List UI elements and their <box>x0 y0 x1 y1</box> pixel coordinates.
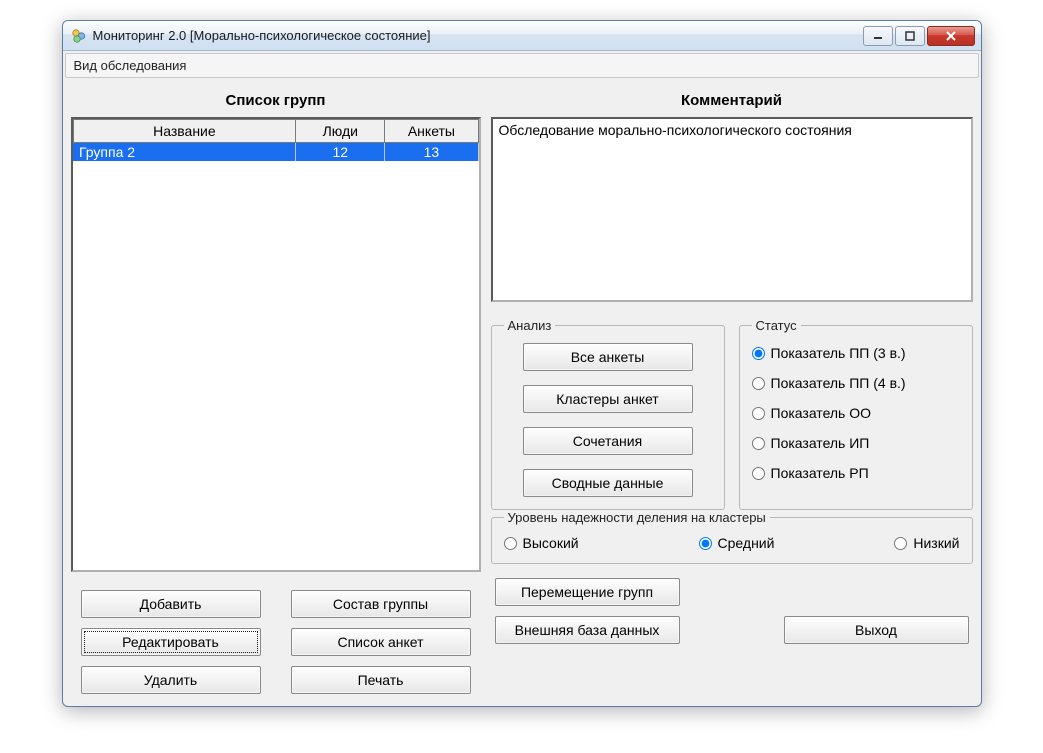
table-cell: 12 <box>296 143 385 162</box>
close-button[interactable] <box>927 26 975 46</box>
survey-list-button[interactable]: Список анкет <box>291 628 471 656</box>
status-option[interactable]: Показатель ИП <box>752 435 960 451</box>
combinations-button[interactable]: Сочетания <box>523 427 693 455</box>
status-option[interactable]: Показатель ПП (3 в.) <box>752 345 960 361</box>
edit-button[interactable]: Редактировать <box>81 628 261 656</box>
reliability-label: Высокий <box>523 535 579 551</box>
reliability-legend: Уровень надежности деления на кластеры <box>504 510 770 525</box>
print-button[interactable]: Печать <box>291 666 471 694</box>
status-label: Показатель ПП (3 в.) <box>771 345 906 361</box>
status-label: Показатель ОО <box>771 405 872 421</box>
table-cell: Группа 2 <box>73 143 296 162</box>
close-icon <box>945 31 957 41</box>
table-row[interactable]: Группа 21213 <box>73 143 478 162</box>
window-title: Мониторинг 2.0 [Морально-психологическое… <box>93 28 863 43</box>
col-surveys[interactable]: Анкеты <box>385 120 478 143</box>
comment-textarea[interactable]: Обследование морально-психологического с… <box>491 117 973 302</box>
groups-title: Список групп <box>71 86 481 117</box>
minimize-icon <box>873 31 883 41</box>
status-radio[interactable] <box>752 407 765 420</box>
comment-title: Комментарий <box>491 86 973 117</box>
left-panel: Список групп Название Люди Анкеты Группа… <box>71 86 481 694</box>
reliability-radio[interactable] <box>894 537 907 550</box>
status-radio[interactable] <box>752 377 765 390</box>
app-icon <box>71 28 87 44</box>
table-cell: 13 <box>385 143 478 162</box>
titlebar[interactable]: Мониторинг 2.0 [Морально-психологическое… <box>63 21 981 51</box>
app-window: Мониторинг 2.0 [Морально-психологическое… <box>62 20 982 707</box>
group-members-button[interactable]: Состав группы <box>291 590 471 618</box>
summary-button[interactable]: Сводные данные <box>523 469 693 497</box>
minimize-button[interactable] <box>863 26 893 46</box>
status-radio[interactable] <box>752 437 765 450</box>
table-header-row: Название Люди Анкеты <box>73 120 478 143</box>
status-label: Показатель РП <box>771 465 869 481</box>
status-label: Показатель ИП <box>771 435 870 451</box>
mid-row: Анализ Все анкеты Кластеры анкет Сочетан… <box>491 318 973 510</box>
delete-button[interactable]: Удалить <box>81 666 261 694</box>
move-groups-button[interactable]: Перемещение групп <box>495 578 680 606</box>
status-option[interactable]: Показатель РП <box>752 465 960 481</box>
maximize-button[interactable] <box>895 26 925 46</box>
reliability-label: Низкий <box>913 535 959 551</box>
status-label: Показатель ПП (4 в.) <box>771 375 906 391</box>
maximize-icon <box>905 31 915 41</box>
right-panel: Комментарий Обследование морально-психол… <box>491 86 973 694</box>
groups-table-box[interactable]: Название Люди Анкеты Группа 21213 <box>71 117 481 572</box>
exit-button[interactable]: Выход <box>784 616 969 644</box>
left-buttons: Добавить Состав группы Редактировать Спи… <box>71 590 481 694</box>
add-button[interactable]: Добавить <box>81 590 261 618</box>
external-db-button[interactable]: Внешняя база данных <box>495 616 680 644</box>
reliability-option[interactable]: Средний <box>699 535 775 551</box>
reliability-group: Уровень надежности деления на кластеры В… <box>491 510 973 564</box>
client-area: Список групп Название Люди Анкеты Группа… <box>63 80 981 706</box>
window-controls <box>863 26 975 46</box>
reliability-option[interactable]: Низкий <box>894 535 959 551</box>
reliability-radio[interactable] <box>504 537 517 550</box>
status-option[interactable]: Показатель ПП (4 в.) <box>752 375 960 391</box>
analysis-legend: Анализ <box>504 318 556 333</box>
menu-survey-type[interactable]: Вид обследования <box>74 58 187 73</box>
bottom-row: Перемещение групп Внешняя база данных Вы… <box>491 578 973 644</box>
status-group: Статус Показатель ПП (3 в.) Показатель ПП… <box>739 318 973 510</box>
status-legend: Статус <box>752 318 801 333</box>
reliability-label: Средний <box>718 535 775 551</box>
menubar: Вид обследования <box>65 53 979 78</box>
clusters-button[interactable]: Кластеры анкет <box>523 385 693 413</box>
status-radio[interactable] <box>752 467 765 480</box>
comment-text: Обследование морально-психологического с… <box>499 122 852 138</box>
all-surveys-button[interactable]: Все анкеты <box>523 343 693 371</box>
reliability-option[interactable]: Высокий <box>504 535 579 551</box>
col-people[interactable]: Люди <box>296 120 385 143</box>
status-radio[interactable] <box>752 347 765 360</box>
analysis-group: Анализ Все анкеты Кластеры анкет Сочетан… <box>491 318 725 510</box>
reliability-radio[interactable] <box>699 537 712 550</box>
groups-table: Название Люди Анкеты Группа 21213 <box>73 119 479 161</box>
col-name[interactable]: Название <box>73 120 296 143</box>
status-option[interactable]: Показатель ОО <box>752 405 960 421</box>
